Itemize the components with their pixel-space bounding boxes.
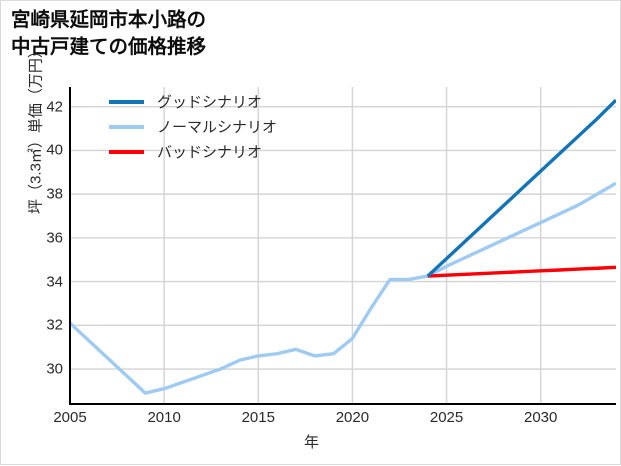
- chart-legend: グッドシナリオ ノーマルシナリオ バッドシナリオ: [109, 89, 339, 164]
- series-lines: [70, 98, 616, 395]
- legend-item-1[interactable]: ノーマルシナリオ: [109, 114, 339, 139]
- legend-item-0[interactable]: グッドシナリオ: [109, 89, 339, 114]
- series-line-バッドシナリオ: [427, 265, 616, 278]
- plot-area: [70, 87, 616, 404]
- y-tick-label: 34: [46, 273, 63, 291]
- y-tick-label: 40: [46, 141, 63, 159]
- series-line-グッドシナリオ: [426, 98, 616, 278]
- legend-color-swatch: [109, 149, 144, 154]
- y-tick-label: 42: [46, 98, 63, 116]
- y-tick-label: 36: [46, 229, 63, 247]
- legend-item-2[interactable]: バッドシナリオ: [109, 139, 339, 164]
- x-tick-label: 2030: [524, 409, 558, 426]
- legend-label: グッドシナリオ: [157, 94, 263, 111]
- x-tick-label: 2010: [147, 409, 181, 426]
- x-axis-spine: [69, 403, 616, 405]
- y-axis-spine: [69, 87, 71, 405]
- x-tick-label: 2015: [241, 409, 275, 426]
- legend-label: バッドシナリオ: [157, 144, 263, 161]
- y-tick-label: 32: [46, 316, 63, 334]
- legend-color-swatch: [109, 124, 144, 129]
- x-tick-label: 2020: [335, 409, 370, 426]
- y-axis-tick-labels: 30 32 34 36 38 40 42: [17, 1, 63, 466]
- y-axis-label: 坪（3.3㎡）単価（万円）: [27, 43, 45, 214]
- chart-title: 宮崎県延岡市本小路の 中古戸建ての価格推移: [11, 9, 207, 58]
- legend-label: ノーマルシナリオ: [157, 119, 278, 136]
- y-tick-label: 38: [46, 185, 63, 203]
- x-tick-label: 2025: [429, 409, 464, 426]
- chart-canvas: [70, 87, 616, 404]
- series-line-ノーマルシナリオ: [70, 181, 616, 395]
- legend-color-swatch: [109, 99, 144, 104]
- y-tick-label: 30: [46, 360, 63, 378]
- grid-lines: [70, 87, 616, 404]
- x-axis-label: 年: [303, 434, 319, 451]
- x-tick-label: 2005: [53, 409, 87, 426]
